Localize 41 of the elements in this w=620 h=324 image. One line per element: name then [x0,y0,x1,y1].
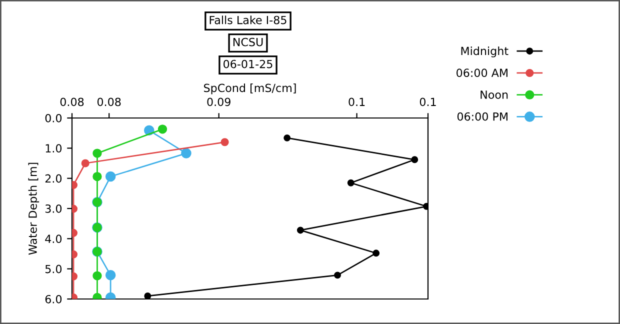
point [72,272,78,280]
point [372,250,380,257]
y-tick-label: 3.0 [45,204,62,213]
x-tick-label: 0.1 [348,98,365,106]
y-tick-label: 1.0 [46,144,62,153]
y-tick-label: 4.0 [45,234,62,244]
point [92,172,102,182]
y-tick-label: 0.0 [45,114,62,122]
legend-label: 06:00 AM [456,68,508,78]
point [334,272,341,279]
legend-label: Noon [480,90,508,99]
chart-title: Falls Lake I-85 [210,16,286,24]
legend-label: Midnight [461,46,508,58]
point [158,124,168,134]
y-tick-label: 2.0 [45,174,62,183]
point [72,180,78,189]
point [181,148,192,158]
x-axis-title: SpCond [mS/cm] [204,84,296,94]
point [92,271,102,280]
point [105,171,116,182]
point [347,179,354,186]
y-tick-label: 5.0 [45,264,62,274]
point [72,228,78,237]
chart-subtitle: NCSU [233,38,263,46]
point [284,134,291,142]
x-tick-label: 0.09 [207,98,230,106]
y-tick-label: 6.0 [45,294,62,304]
point [105,270,116,280]
point [72,250,78,258]
point [296,226,304,234]
point [92,148,102,158]
text: 06-01-25 [224,60,272,68]
point [411,156,418,164]
y-axis-title: Water Depth [m] [28,162,40,255]
x-tick-label: 0.08 [60,98,84,106]
point [72,204,78,213]
x-tick-label: 0.08 [97,98,121,106]
x-tick-label: 0.1 [420,98,436,106]
point [72,293,78,299]
legend-label: 06:00 PM [457,112,508,121]
point [144,292,152,299]
